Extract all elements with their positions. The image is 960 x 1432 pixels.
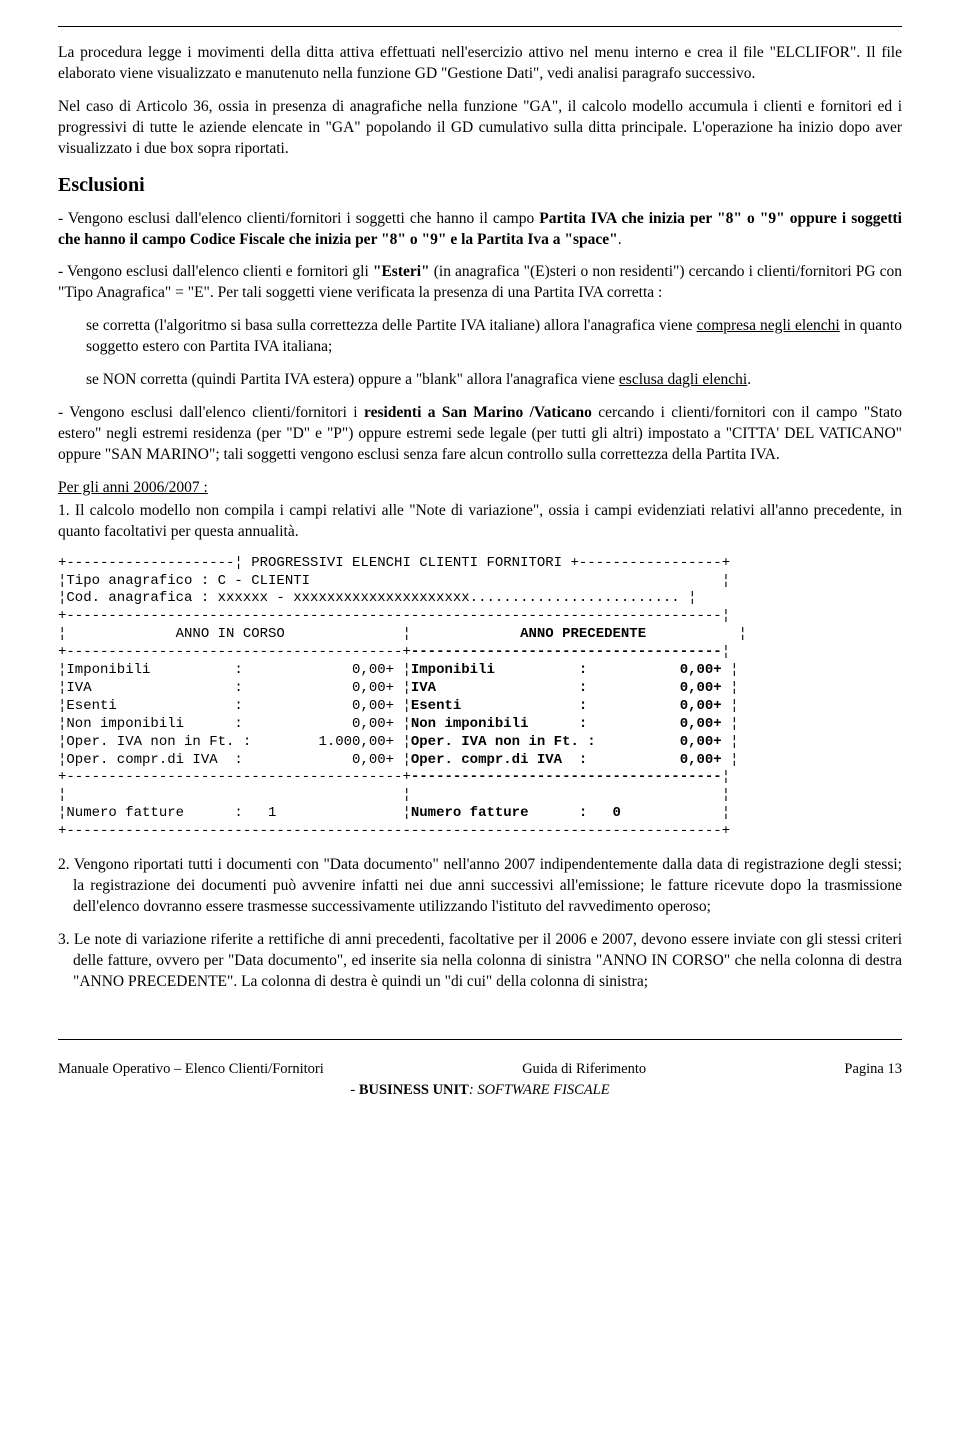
- footer-rule: [58, 1039, 902, 1040]
- footer-sub-prefix: -: [350, 1082, 358, 1098]
- paragraph-5: se corretta (l'algoritmo si basa sulla c…: [58, 316, 902, 358]
- footer: Manuale Operativo – Elenco Clienti/Forni…: [58, 1060, 902, 1101]
- footer-sub-bold: BUSINESS UNIT: [359, 1082, 469, 1098]
- ascii-table: +--------------------¦ PROGRESSIVI ELENC…: [58, 555, 902, 842]
- p5-underline: compresa negli elenchi: [697, 317, 840, 334]
- paragraph-6: se NON corretta (quindi Partita IVA este…: [58, 370, 902, 391]
- p7-lead: - Vengono esclusi dall'elenco clienti/fo…: [58, 404, 364, 421]
- paragraph-10: 2. Vengono riportati tutti i documenti c…: [58, 855, 902, 918]
- p4-lead: - Vengono esclusi dall'elenco clienti e …: [58, 263, 373, 280]
- footer-sub-suffix: : SOFTWARE FISCALE: [469, 1082, 610, 1098]
- p7-bold: residenti a San Marino /Vaticano: [364, 404, 592, 421]
- paragraph-9: 1. Il calcolo modello non compila i camp…: [58, 501, 902, 543]
- p5-lead: se corretta (l'algoritmo si basa sulla c…: [86, 317, 697, 334]
- p3-tail: .: [618, 231, 622, 248]
- p4-bold: "Esteri": [373, 263, 430, 280]
- paragraph-4: - Vengono esclusi dall'elenco clienti e …: [58, 262, 902, 304]
- footer-mid: Guida di Riferimento: [522, 1060, 646, 1080]
- paragraph-1: La procedura legge i movimenti della dit…: [58, 43, 902, 85]
- p6-underline: esclusa dagli elenchi: [619, 371, 747, 388]
- p8-underline: Per gli anni 2006/2007 :: [58, 479, 208, 496]
- heading-esclusioni: Esclusioni: [58, 172, 902, 199]
- paragraph-2: Nel caso di Articolo 36, ossia in presen…: [58, 97, 902, 160]
- paragraph-11: 3. Le note di variazione riferite a rett…: [58, 930, 902, 993]
- paragraph-7: - Vengono esclusi dall'elenco clienti/fo…: [58, 403, 902, 466]
- p6-lead: se NON corretta (quindi Partita IVA este…: [86, 371, 619, 388]
- paragraph-3: - Vengono esclusi dall'elenco clienti/fo…: [58, 209, 902, 251]
- footer-right: Pagina 13: [844, 1060, 902, 1080]
- p3-lead: - Vengono esclusi dall'elenco clienti/fo…: [58, 210, 539, 227]
- p6-tail: .: [747, 371, 751, 388]
- paragraph-8: Per gli anni 2006/2007 :: [58, 478, 902, 499]
- footer-left: Manuale Operativo – Elenco Clienti/Forni…: [58, 1060, 324, 1080]
